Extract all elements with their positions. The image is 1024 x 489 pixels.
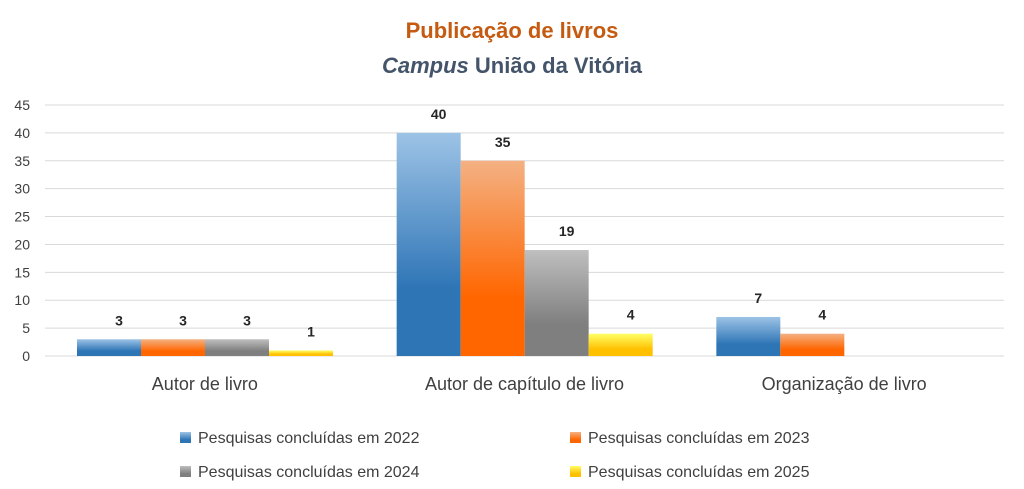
bar (269, 350, 333, 356)
legend-label: Pesquisas concluídas em 2024 (198, 464, 420, 481)
category-label: Autor de livro (152, 374, 258, 394)
y-tick-label: 10 (14, 292, 30, 308)
bar (460, 160, 525, 356)
legend-swatch (180, 466, 191, 477)
y-tick-label: 25 (14, 209, 30, 225)
y-tick-label: 45 (14, 97, 30, 113)
data-label: 40 (431, 106, 447, 122)
bar (716, 316, 781, 356)
data-label: 3 (115, 312, 123, 328)
y-tick-label: 15 (14, 264, 30, 280)
legend-label: Pesquisas concluídas em 2025 (588, 464, 810, 481)
y-tick-label: 0 (22, 348, 30, 364)
category-label: Autor de capítulo de livro (425, 374, 624, 394)
bar (396, 132, 461, 356)
bar (141, 339, 205, 356)
bar (524, 250, 589, 356)
legend-label: Pesquisas concluídas em 2022 (198, 430, 420, 447)
bar (588, 333, 653, 356)
chart-subtitle: Campus União da Vitória (382, 53, 643, 78)
chart-subtitle-italic: Campus (382, 53, 469, 78)
category-label: Organização de livro (762, 374, 927, 394)
y-tick-label: 40 (14, 125, 30, 141)
bar (780, 333, 845, 356)
legend-swatch (570, 466, 581, 477)
chart-title: Publicação de livros (406, 18, 619, 43)
bar (77, 339, 141, 356)
data-label: 4 (818, 307, 826, 323)
y-tick-label: 5 (22, 320, 30, 336)
y-tick-label: 30 (14, 181, 30, 197)
data-label: 19 (559, 223, 575, 239)
data-label: 1 (307, 323, 315, 339)
data-label: 3 (179, 312, 187, 328)
legend-swatch (180, 432, 191, 443)
y-tick-label: 20 (14, 236, 30, 252)
legend-swatch (570, 432, 581, 443)
data-label: 3 (243, 312, 251, 328)
legend-label: Pesquisas concluídas em 2023 (588, 430, 810, 447)
data-label: 7 (754, 290, 762, 306)
data-label: 4 (627, 307, 635, 323)
y-tick-label: 35 (14, 153, 30, 169)
bar (205, 339, 269, 356)
chart-subtitle-rest: União da Vitória (469, 53, 643, 78)
data-label: 35 (495, 134, 511, 150)
